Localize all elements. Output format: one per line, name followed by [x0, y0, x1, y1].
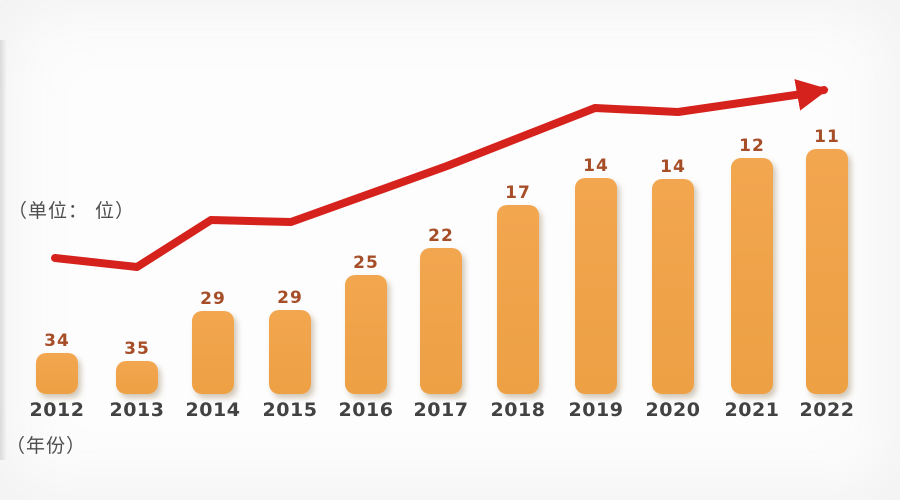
bar [575, 178, 617, 394]
bar [420, 248, 462, 394]
bar [116, 361, 158, 394]
x-tick-label: 2017 [413, 399, 469, 421]
bar-value-label: 25 [353, 253, 379, 273]
bar-value-label: 34 [44, 331, 70, 351]
x-axis-label: （年份） [6, 435, 87, 457]
bar [269, 310, 311, 394]
bar-value-label: 12 [739, 136, 765, 156]
bar [497, 205, 539, 394]
x-tick-label: 2019 [568, 399, 624, 421]
bar [731, 158, 773, 394]
bar-value-label: 35 [124, 339, 150, 359]
x-tick-label: 2018 [490, 399, 546, 421]
x-tick-label: 2020 [645, 399, 701, 421]
bar-value-label: 11 [814, 127, 840, 147]
bar [652, 179, 694, 394]
x-tick-label: 2015 [262, 399, 318, 421]
bar [806, 149, 848, 394]
x-tick-label: 2013 [109, 399, 165, 421]
photo-edge-shading [0, 40, 7, 460]
x-tick-label: 2022 [799, 399, 855, 421]
bar [192, 311, 234, 394]
bar-value-label: 29 [200, 289, 226, 309]
bar-value-label: 17 [505, 183, 531, 203]
bar [345, 275, 387, 394]
x-tick-label: 2016 [338, 399, 394, 421]
y-unit-label: （单位： 位） [8, 200, 136, 222]
bar-value-label: 14 [660, 157, 686, 177]
bar-value-label: 14 [583, 156, 609, 176]
bar-value-label: 22 [428, 226, 454, 246]
bar-value-label: 29 [277, 288, 303, 308]
x-tick-label: 2021 [724, 399, 780, 421]
x-tick-label: 2014 [185, 399, 241, 421]
bar [36, 353, 78, 394]
x-tick-label: 2012 [29, 399, 85, 421]
